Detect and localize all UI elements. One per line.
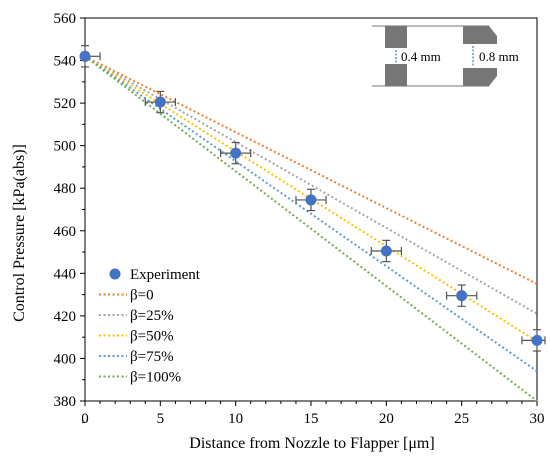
- y-tick-label: 500: [54, 139, 77, 155]
- y-axis-title: Control Pressure [kPa(abs)]: [11, 144, 28, 322]
- legend-item-4: β=100%: [99, 370, 181, 386]
- x-tick-label: 20: [379, 411, 394, 427]
- legend-box: [91, 260, 225, 398]
- y-tick-label: 480: [54, 181, 77, 197]
- legend-item-experiment: Experiment: [109, 267, 201, 283]
- legend-label: β=75%: [130, 349, 174, 365]
- y-tick-label: 420: [54, 309, 77, 325]
- legend-item-0: β=0: [99, 288, 154, 304]
- experiment-point: [446, 284, 478, 307]
- experiment-marker: [79, 50, 91, 62]
- x-tick-label: 30: [530, 411, 545, 427]
- x-axis-title: Distance from Nozzle to Flapper [μm]: [189, 435, 434, 452]
- experiment-point: [370, 239, 402, 263]
- tick-labels: 380 400 420 440 460 480 500 520 540 560 0 5 10 15 20 25…: [54, 11, 545, 427]
- series-line-0: [84, 55, 538, 285]
- legend-label: Experiment: [130, 267, 201, 283]
- experiment-point: [79, 45, 101, 68]
- experiment-point: [220, 141, 252, 165]
- legend-item-2: β=50%: [99, 329, 174, 345]
- experiment-points: [79, 45, 546, 352]
- x-tick-label: 0: [81, 411, 89, 427]
- legend-items: Experiment β=0 β=25% β=50% β=75% β=100%: [99, 267, 201, 386]
- experiment-point: [144, 90, 176, 114]
- experiment-marker: [154, 96, 166, 108]
- y-tick-label: 540: [54, 54, 77, 70]
- nozzle-wall-top-right: [463, 26, 497, 44]
- legend-label: β=100%: [130, 370, 181, 386]
- legend: Experiment β=0 β=25% β=50% β=75% β=100%: [91, 260, 225, 398]
- series-line-4: [84, 55, 538, 402]
- experiment-point: [295, 188, 327, 212]
- inset-label-left: 0.4 mm: [401, 49, 441, 64]
- legend-label: β=50%: [130, 329, 174, 345]
- y-tick-label: 400: [54, 351, 77, 367]
- y-tick-label: 520: [54, 96, 77, 112]
- legend-marker-experiment: [109, 268, 121, 280]
- y-tick-label: 460: [54, 224, 77, 240]
- experiment-marker: [531, 334, 543, 346]
- experiment-point: [521, 329, 546, 352]
- nozzle-diagram: 0.4 mm 0.8 mm: [372, 25, 519, 87]
- x-tick-label: 15: [304, 411, 319, 427]
- experiment-marker: [380, 245, 392, 257]
- y-tick-label: 380: [54, 394, 77, 410]
- nozzle-wall-bottom-left: [385, 64, 407, 86]
- x-tick-label: 10: [228, 411, 243, 427]
- legend-label: β=25%: [130, 308, 174, 324]
- legend-label: β=0: [130, 288, 154, 304]
- x-tick-label: 5: [157, 411, 165, 427]
- experiment-marker: [305, 194, 317, 206]
- nozzle-wall-top-left: [385, 26, 407, 48]
- legend-item-3: β=75%: [99, 349, 174, 365]
- y-tick-label: 560: [54, 11, 77, 27]
- legend-item-1: β=25%: [99, 308, 174, 324]
- nozzle-wall-bottom-right: [463, 68, 497, 86]
- inset-label-right: 0.8 mm: [479, 49, 519, 64]
- experiment-marker: [456, 290, 468, 302]
- experiment-marker: [230, 147, 242, 159]
- y-tick-label: 440: [54, 266, 77, 282]
- x-tick-label: 25: [454, 411, 469, 427]
